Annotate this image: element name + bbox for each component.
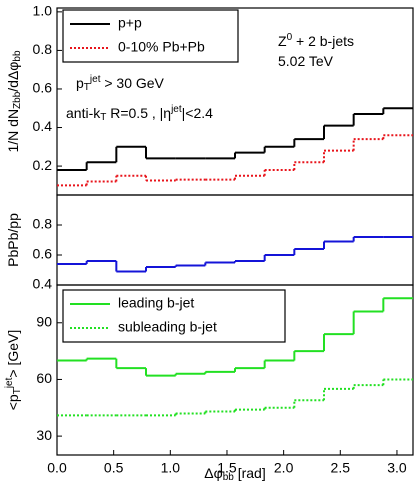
y-axis-label: 1/N dNZbb/dΔφbb: [5, 50, 23, 152]
legend-label: 0-10% Pb+Pb: [118, 39, 205, 55]
text-part: T: [100, 112, 106, 123]
y-tick-label: 0.4: [33, 118, 53, 134]
annotation: Z0 + 2 b-jets: [278, 32, 354, 49]
text-part: > [GeV]: [5, 330, 21, 378]
x-tick-label: 2.5: [331, 460, 351, 476]
annotation: anti-kT R=0.5 , |ηjet|<2.4: [66, 104, 213, 123]
text-part: R=0.5 , |η: [106, 105, 171, 121]
y-tick-label: 0.8: [33, 216, 53, 232]
text-part: PbPb/pp: [5, 213, 21, 267]
text-part: anti-k: [66, 105, 101, 121]
text-part: Zbb: [12, 91, 23, 109]
text-part: Z: [278, 33, 287, 49]
text-part: > 30 GeV: [100, 75, 164, 91]
text-part: bb: [223, 472, 235, 483]
panel-frame: [56, 194, 414, 286]
legend-label: leading b-jet: [118, 295, 194, 311]
panel-frame: [56, 284, 414, 456]
y-axis-label: PbPb/pp: [5, 213, 21, 267]
text-part: [rad]: [234, 465, 266, 481]
legend-label: subleading b-jet: [118, 319, 217, 335]
x-tick-label: 1.0: [161, 460, 181, 476]
x-tick-label: 3.0: [387, 460, 407, 476]
x-tick-label: 1.5: [217, 460, 237, 476]
legend-label: p+p: [118, 15, 142, 31]
y-tick-label: 0.8: [33, 41, 53, 57]
x-tick-label: 0.5: [104, 460, 124, 476]
text-part: jet: [89, 74, 101, 85]
text-part: T: [12, 388, 23, 394]
y-tick-label: 0.6: [33, 246, 53, 262]
text-part: |<2.4: [182, 105, 213, 121]
text-part: p: [76, 75, 84, 91]
text-part: 5.02 TeV: [278, 53, 334, 69]
y-tick-label: 0.6: [33, 80, 53, 96]
y-tick-label: 60: [36, 370, 52, 386]
x-tick-label: 0.0: [47, 460, 67, 476]
y-axis-label: <pTjet> [GeV]: [4, 330, 23, 411]
x-tick-label: 2.0: [274, 460, 294, 476]
y-tick-label: 0.2: [33, 157, 53, 173]
y-tick-label: 90: [36, 313, 52, 329]
y-tick-label: 0.4: [33, 276, 53, 292]
legend-box: [62, 9, 239, 63]
text-part: 0: [287, 32, 293, 43]
annotation: pTjet > 30 GeV: [76, 74, 165, 93]
annotation: 5.02 TeV: [278, 53, 334, 69]
text-part: jet: [4, 377, 15, 389]
text-part: + 2 b-jets: [292, 33, 354, 49]
legend-box: [62, 289, 286, 343]
text-part: /dΔφ: [5, 62, 21, 92]
text-part: jet: [170, 104, 182, 115]
text-part: <p: [5, 394, 21, 410]
text-part: T: [84, 82, 90, 93]
text-part: bb: [12, 50, 23, 62]
text-part: Δφ: [204, 465, 222, 481]
y-tick-label: 30: [36, 427, 52, 443]
y-tick-label: 1.0: [33, 3, 53, 19]
x-axis-label: Δφbb [rad]: [204, 465, 265, 483]
text-part: 1/N dN: [5, 109, 21, 153]
